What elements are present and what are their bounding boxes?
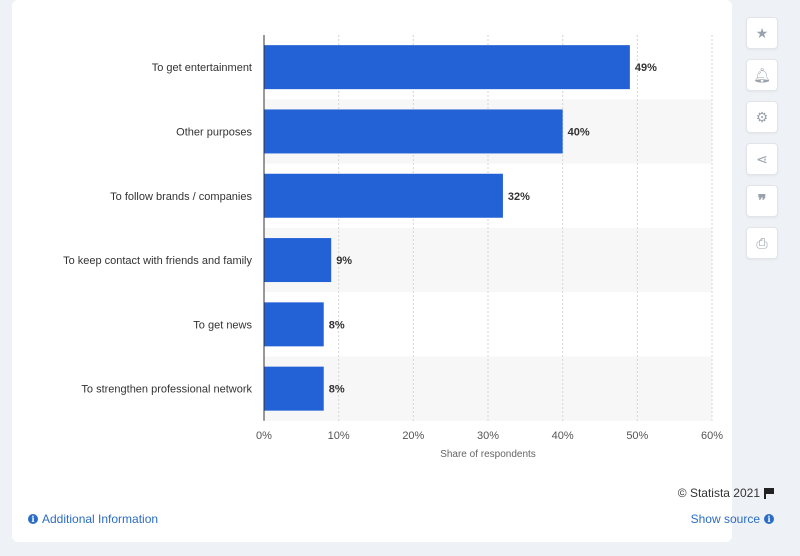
data-label: 32% (508, 191, 530, 203)
x-tick-label: 40% (552, 430, 574, 442)
credit-text: © Statista 2021 (677, 486, 760, 500)
category-label: Other purposes (176, 126, 252, 138)
star-icon[interactable]: ★ (746, 17, 778, 49)
category-label: To keep contact with friends and family (63, 255, 252, 267)
x-tick-label: 50% (626, 430, 648, 442)
statista-credit[interactable]: © Statista 2021 (678, 486, 774, 500)
info-icon: i (28, 514, 38, 524)
info-icon: i (764, 514, 774, 524)
additional-information-link[interactable]: i Additional Information (28, 512, 158, 526)
show-source-link[interactable]: Show source i (691, 512, 774, 526)
additional-information-label: Additional Information (42, 512, 159, 526)
share-icon[interactable]: ⋖ (746, 143, 778, 175)
bell-icon[interactable]: 🔔︎ (746, 59, 778, 91)
bar-chart: To get entertainment 49% Other purposes 40%… (63, 35, 723, 460)
flag-icon (764, 487, 774, 499)
show-source-label: Show source (690, 512, 760, 526)
data-label: 9% (336, 255, 352, 267)
x-tick-label: 30% (477, 430, 499, 442)
bar (264, 173, 503, 218)
quote-icon[interactable]: ❞ (746, 185, 778, 217)
tool-sidebar: ★ 🔔︎ ⚙ ⋖ ❞ ⎙ (746, 17, 780, 269)
data-label: 49% (635, 62, 657, 74)
category-label: To follow brands / companies (110, 191, 252, 203)
bar (264, 45, 630, 90)
category-label: To strengthen professional network (81, 384, 252, 396)
bar (264, 109, 563, 154)
category-label: To get news (193, 319, 252, 331)
data-label: 8% (329, 319, 345, 331)
x-tick-label: 10% (328, 430, 350, 442)
print-icon[interactable]: ⎙ (746, 227, 778, 259)
bar (264, 366, 324, 411)
bar (264, 238, 332, 283)
category-label: To get entertainment (152, 62, 252, 74)
x-axis-title: Share of respondents (440, 449, 536, 460)
gear-icon[interactable]: ⚙ (746, 101, 778, 133)
data-label: 8% (329, 384, 345, 396)
x-tick-label: 60% (701, 430, 723, 442)
x-tick-label: 0% (256, 430, 272, 442)
x-tick-label: 20% (402, 430, 424, 442)
data-label: 40% (568, 126, 590, 138)
bar (264, 302, 324, 347)
